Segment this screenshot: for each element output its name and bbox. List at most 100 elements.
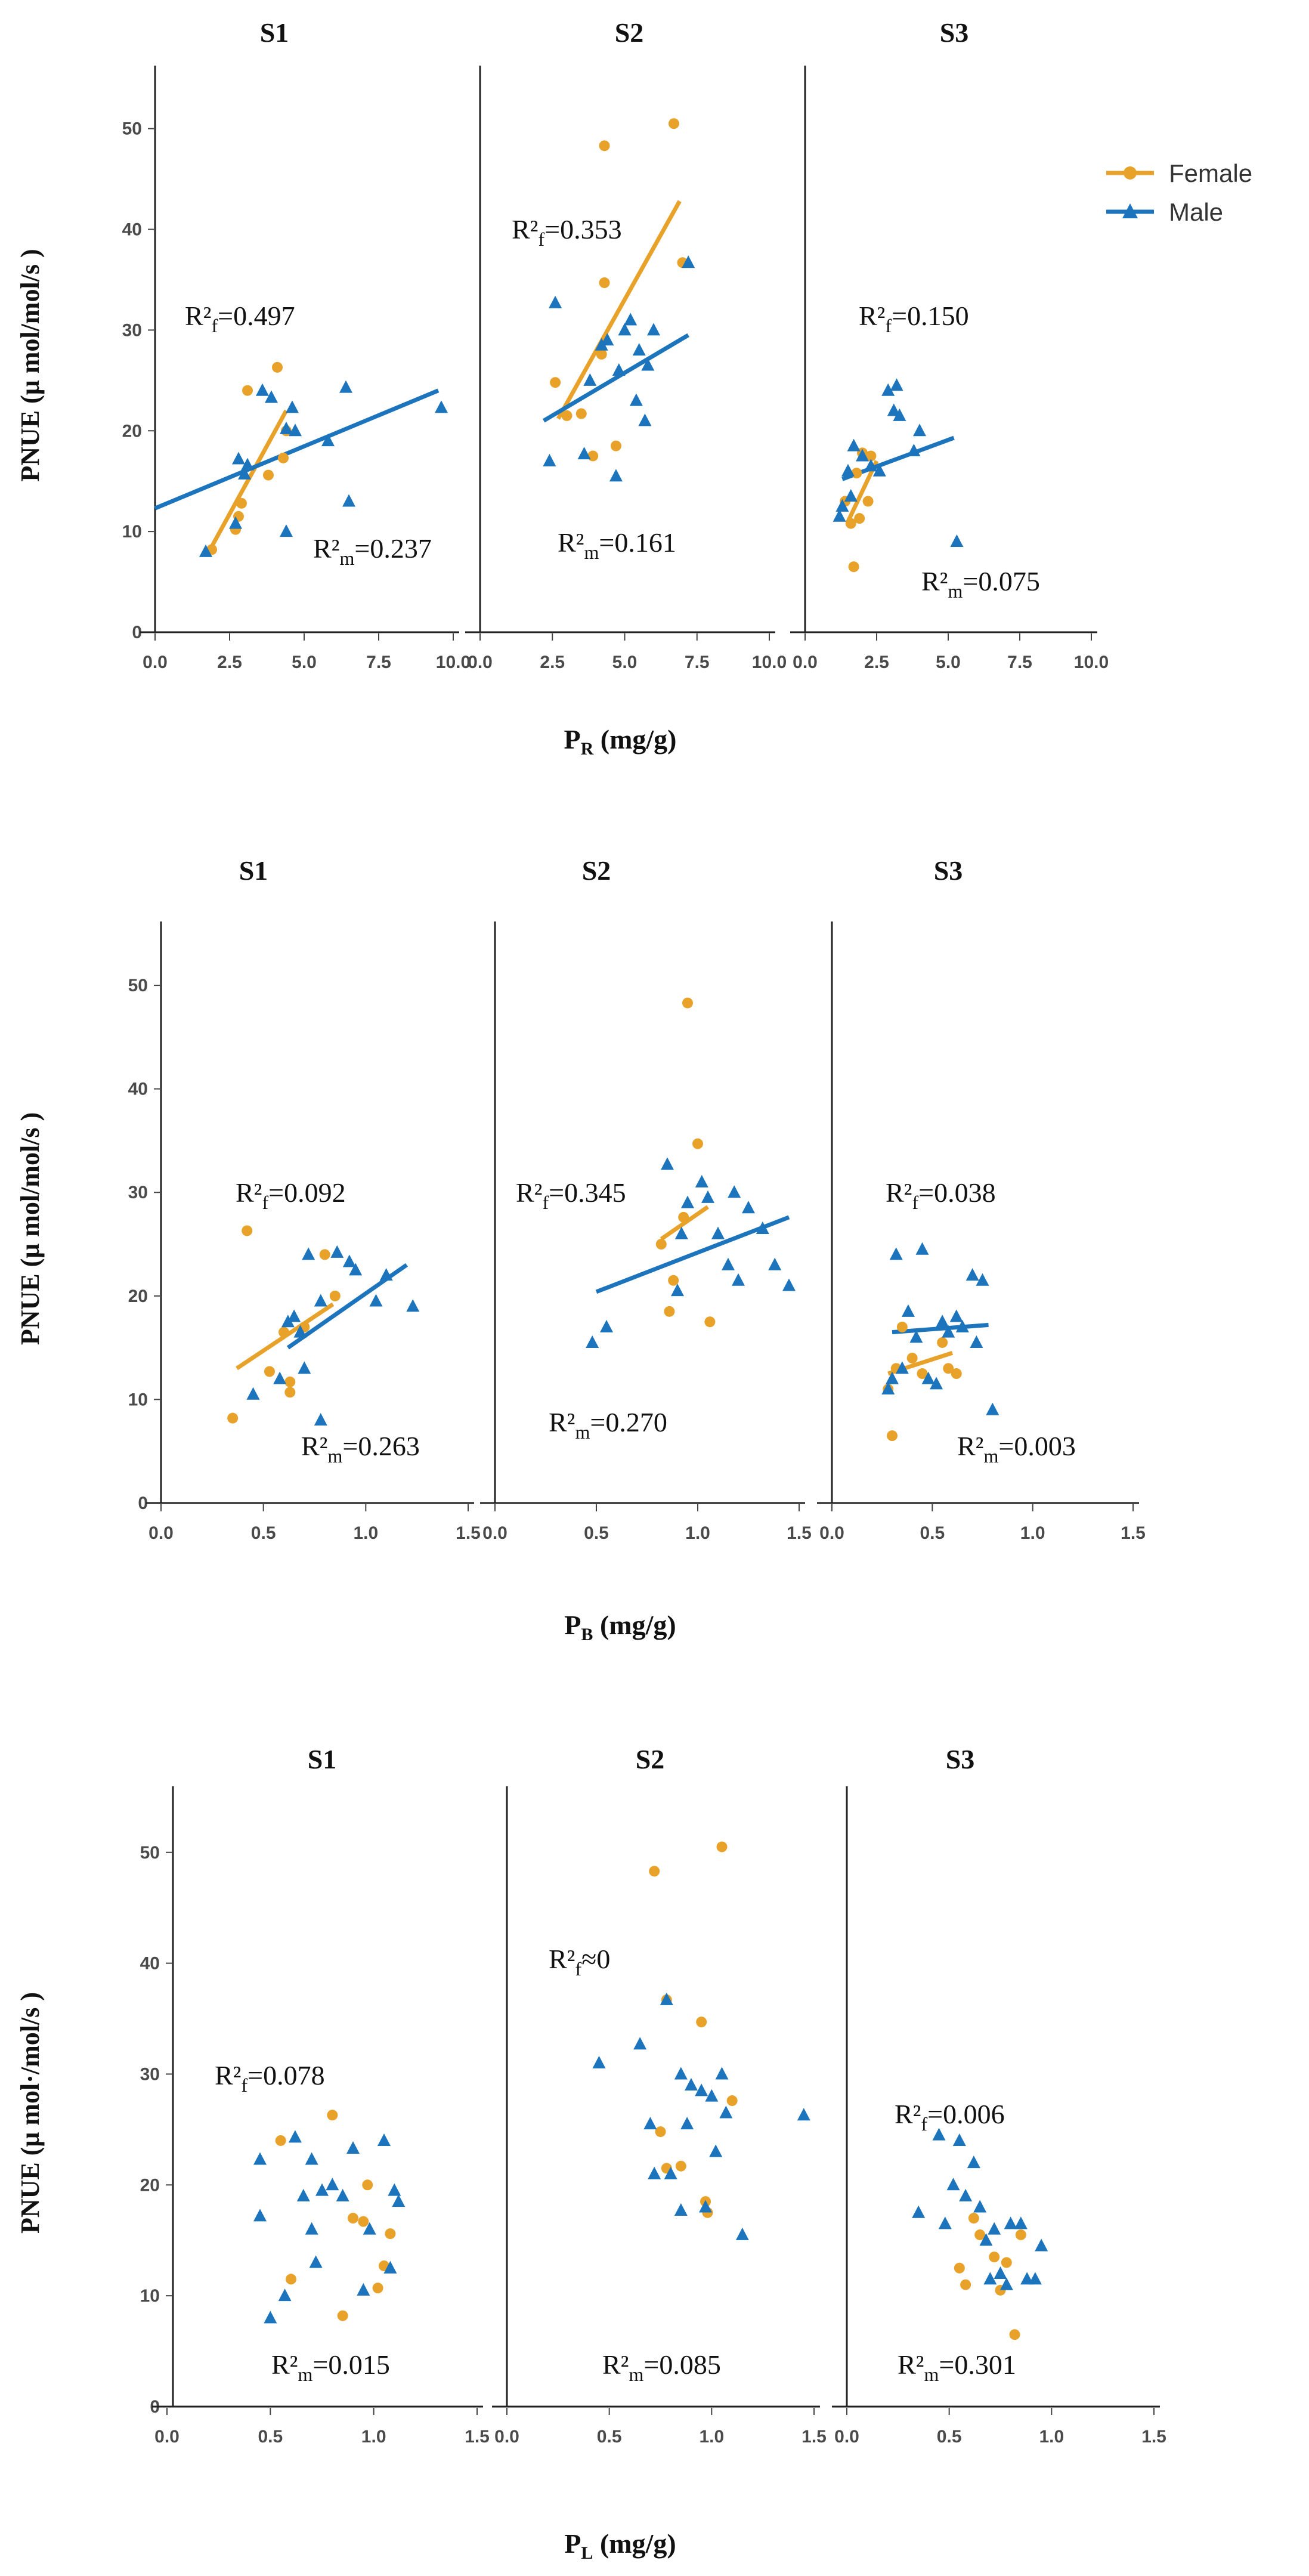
female-point <box>887 1430 898 1442</box>
x-tick-label: 0.0 <box>819 1523 844 1543</box>
r2-female-annotation: R²f=0.078 <box>215 2060 325 2096</box>
male-point <box>699 2200 713 2213</box>
female-point <box>862 496 874 507</box>
x-tick-label: 1.0 <box>699 2427 724 2447</box>
male-point <box>715 2067 729 2080</box>
male-point <box>844 489 858 502</box>
male-fit-line <box>542 333 689 423</box>
legend-female-label: Female <box>1169 159 1252 187</box>
male-point <box>641 358 655 371</box>
male-point <box>959 2188 973 2201</box>
female-point <box>716 1841 728 1853</box>
male-point <box>701 1190 714 1203</box>
r2-male-annotation: R²m=0.161 <box>558 527 676 563</box>
male-fit-line <box>595 1215 790 1294</box>
male-point <box>732 1273 745 1286</box>
male-point <box>872 463 886 477</box>
x-tick-label: 2.5 <box>540 652 565 672</box>
x-tick-label: 10.0 <box>436 652 471 672</box>
female-point <box>1009 2329 1020 2340</box>
female-fit-line <box>556 200 682 420</box>
female-point <box>275 2135 286 2146</box>
female-point <box>236 497 247 509</box>
male-point <box>674 1226 688 1239</box>
male-point <box>994 2266 1007 2279</box>
x-tick-label: 0.5 <box>937 2427 962 2447</box>
female-point <box>896 1321 908 1332</box>
female-point <box>1001 2257 1012 2268</box>
y-tick-label: 0 <box>132 623 142 642</box>
male-point <box>756 1221 769 1234</box>
x-tick-label: 1.0 <box>685 1523 710 1543</box>
male-point <box>321 434 335 447</box>
male-point <box>930 1377 943 1390</box>
female-point <box>649 1866 660 1877</box>
male-point <box>841 463 855 477</box>
female-point <box>362 2179 373 2191</box>
male-point <box>232 452 245 465</box>
male-point <box>583 373 597 386</box>
male-point <box>280 421 293 434</box>
female-point <box>668 1275 679 1286</box>
male-point <box>915 1242 929 1255</box>
female-point <box>550 377 561 388</box>
x-tick-label: 5.0 <box>936 652 961 672</box>
male-point <box>302 1247 315 1260</box>
female-point <box>989 2252 1000 2263</box>
male-point <box>890 378 903 391</box>
male-point <box>835 499 849 512</box>
r2-female-annotation: R²f=0.497 <box>185 301 295 336</box>
x-tick-label: 0.0 <box>143 652 168 672</box>
male-point <box>612 363 626 376</box>
male-point <box>660 1992 673 2005</box>
female-point <box>327 2110 338 2121</box>
male-point <box>881 383 895 396</box>
male-point <box>893 408 906 421</box>
female-point <box>937 1337 948 1348</box>
male-point <box>246 1387 260 1400</box>
female-point <box>599 277 610 289</box>
male-point <box>241 457 254 471</box>
y-tick-label: 0 <box>138 1493 148 1513</box>
male-point <box>912 2205 926 2218</box>
x-tick-label: 1.5 <box>456 1523 481 1543</box>
x-tick-label: 7.5 <box>1007 652 1032 672</box>
r2-male-annotation: R²m=0.003 <box>957 1431 1076 1467</box>
legend-female-marker <box>1124 166 1137 180</box>
male-point <box>357 2283 370 2296</box>
male-point <box>392 2194 406 2207</box>
male-point <box>289 423 302 437</box>
female-point <box>319 1249 330 1260</box>
x-tick-label: 1.0 <box>353 1523 378 1543</box>
male-point <box>988 2222 1001 2235</box>
male-point <box>315 2183 329 2196</box>
female-point <box>678 1211 689 1223</box>
male-point <box>685 2078 698 2091</box>
female-point <box>284 1387 296 1398</box>
male-point <box>797 2108 810 2121</box>
x-tick-label: 0.5 <box>597 2427 622 2447</box>
male-point <box>339 380 352 393</box>
female-point <box>599 140 610 151</box>
female-point <box>278 452 289 463</box>
male-point <box>938 2216 952 2229</box>
female-point <box>242 1225 253 1236</box>
female-point <box>696 2017 707 2028</box>
male-point <box>901 1304 915 1317</box>
female-point <box>906 1352 918 1363</box>
female-point <box>954 2262 965 2274</box>
r2-female-annotation: R²f≈0 <box>549 1944 610 1980</box>
legend-male-marker <box>1122 203 1138 218</box>
x-tick-label: 1.5 <box>787 1523 812 1543</box>
x-tick-label: 1.5 <box>1141 2427 1166 2447</box>
male-point <box>1004 2216 1017 2229</box>
male-point <box>949 1309 963 1322</box>
male-point <box>881 1382 895 1395</box>
female-point <box>587 450 599 462</box>
x-tick-label: 0.5 <box>258 2427 283 2447</box>
female-point <box>960 2279 971 2290</box>
male-point <box>280 524 293 537</box>
male-point <box>856 449 869 462</box>
r2-female-annotation: R²f=0.006 <box>895 2099 1005 2135</box>
female-point <box>655 2126 666 2138</box>
